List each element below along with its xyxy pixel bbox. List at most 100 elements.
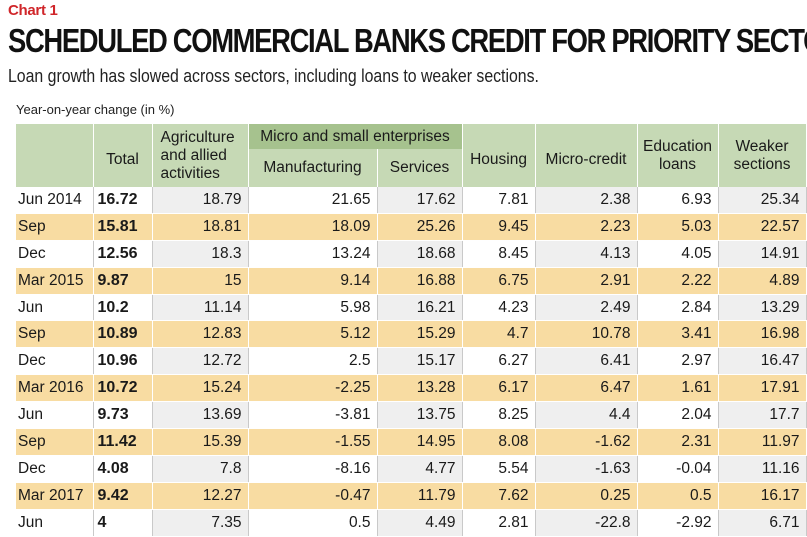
cell-weaker: 4.89 — [718, 267, 807, 295]
cell-housing: 6.27 — [462, 347, 536, 376]
cell-housing: 4.7 — [462, 320, 536, 349]
cell-services: 11.79 — [377, 482, 463, 510]
cell-micro-credit: -22.8 — [535, 509, 638, 537]
cell-services: 13.75 — [377, 401, 463, 430]
cell-services: 4.77 — [377, 455, 463, 483]
table-row: Sep 15.81 18.81 18.09 25.26 9.45 2.23 5.03 22.57 — [16, 213, 807, 241]
cell-total: 9.73 — [93, 401, 153, 430]
cell-services: 15.29 — [377, 320, 463, 349]
cell-total: 9.42 — [93, 482, 153, 510]
cell-weaker: 16.17 — [718, 482, 807, 510]
cell-micro-credit: -1.62 — [535, 428, 638, 456]
cell-education: 2.22 — [637, 267, 719, 295]
cell-micro-credit: 4.4 — [535, 401, 638, 430]
page-title: SCHEDULED COMMERCIAL BANKS CREDIT FOR PR… — [8, 22, 807, 59]
header-total: Total — [93, 124, 153, 187]
cell-manufacturing: 2.5 — [248, 347, 378, 376]
cell-period: Jun 2014 — [16, 187, 94, 214]
table-row: Mar 2015 9.87 15 9.14 16.88 6.75 2.91 2.22 4.89 — [16, 267, 807, 295]
cell-education: -2.92 — [637, 509, 719, 537]
cell-period: Sep — [16, 320, 94, 349]
table-body: Jun 2014 16.72 18.79 21.65 17.62 7.81 2.38 6.93… — [16, 187, 807, 537]
cell-period: Sep — [16, 428, 94, 456]
cell-micro-credit: 2.38 — [535, 187, 638, 214]
cell-weaker: 11.97 — [718, 428, 807, 456]
cell-services: 17.62 — [377, 187, 463, 214]
cell-agriculture: 12.72 — [152, 347, 249, 376]
table-row: Sep 11.42 15.39 -1.55 14.95 8.08 -1.62 2.31 11.9… — [16, 428, 807, 456]
cell-total: 9.87 — [93, 267, 153, 295]
cell-agriculture: 12.83 — [152, 320, 249, 349]
header-period — [16, 124, 94, 187]
cell-education: 5.03 — [637, 213, 719, 241]
chart-label: Chart 1 — [8, 2, 58, 19]
cell-weaker: 14.91 — [718, 240, 807, 268]
cell-education: 4.05 — [637, 240, 719, 268]
table-row: Jun 9.73 13.69 -3.81 13.75 8.25 4.4 2.04 17.7 — [16, 401, 807, 430]
cell-housing: 6.17 — [462, 374, 536, 403]
cell-services: 16.21 — [377, 294, 463, 322]
cell-period: Jun — [16, 509, 94, 537]
cell-education: 2.04 — [637, 401, 719, 430]
cell-education: -0.04 — [637, 455, 719, 483]
cell-agriculture: 18.79 — [152, 187, 249, 214]
cell-weaker: 22.57 — [718, 213, 807, 241]
cell-total: 10.96 — [93, 347, 153, 376]
cell-services: 16.88 — [377, 267, 463, 295]
cell-period: Mar 2017 — [16, 482, 94, 510]
cell-manufacturing: -1.55 — [248, 428, 378, 456]
cell-housing: 8.25 — [462, 401, 536, 430]
cell-agriculture: 12.27 — [152, 482, 249, 510]
cell-education: 1.61 — [637, 374, 719, 403]
table-row: Jun 4 7.35 0.5 4.49 2.81 -22.8 -2.92 6.71 — [16, 509, 807, 537]
cell-total: 16.72 — [93, 187, 153, 214]
cell-housing: 7.62 — [462, 482, 536, 510]
header-agriculture: Agriculture and allied activities — [152, 124, 249, 187]
cell-period: Dec — [16, 240, 94, 268]
table-row: Jun 10.2 11.14 5.98 16.21 4.23 2.49 2.84 13.29 — [16, 294, 807, 322]
cell-period: Mar 2015 — [16, 267, 94, 295]
cell-weaker: 13.29 — [718, 294, 807, 322]
cell-manufacturing: -0.47 — [248, 482, 378, 510]
cell-services: 18.68 — [377, 240, 463, 268]
cell-weaker: 17.7 — [718, 401, 807, 430]
table-row: Jun 2014 16.72 18.79 21.65 17.62 7.81 2.38 6.93… — [16, 187, 807, 214]
cell-manufacturing: 5.12 — [248, 320, 378, 349]
cell-period: Dec — [16, 455, 94, 483]
cell-housing: 7.81 — [462, 187, 536, 214]
cell-manufacturing: 5.98 — [248, 294, 378, 322]
header-manufacturing: Manufacturing — [248, 149, 378, 187]
cell-education: 2.31 — [637, 428, 719, 456]
cell-manufacturing: 18.09 — [248, 213, 378, 241]
cell-agriculture: 15.39 — [152, 428, 249, 456]
cell-agriculture: 7.35 — [152, 509, 249, 537]
cell-weaker: 11.16 — [718, 455, 807, 483]
cell-services: 14.95 — [377, 428, 463, 456]
table-row: Mar 2016 10.72 15.24 -2.25 13.28 6.17 6.47 1.61… — [16, 374, 807, 403]
cell-education: 6.93 — [637, 187, 719, 214]
cell-micro-credit: 4.13 — [535, 240, 638, 268]
cell-total: 12.56 — [93, 240, 153, 268]
cell-total: 11.42 — [93, 428, 153, 456]
header-weaker: Weaker sections — [718, 124, 807, 187]
cell-total: 10.72 — [93, 374, 153, 403]
cell-weaker: 16.47 — [718, 347, 807, 376]
header-education: Education loans — [637, 124, 719, 187]
cell-micro-credit: 6.47 — [535, 374, 638, 403]
cell-agriculture: 15 — [152, 267, 249, 295]
header-micro-credit: Micro-credit — [535, 124, 638, 187]
cell-total: 4.08 — [93, 455, 153, 483]
cell-weaker: 17.91 — [718, 374, 807, 403]
cell-agriculture: 18.81 — [152, 213, 249, 241]
cell-period: Mar 2016 — [16, 374, 94, 403]
table-row: Mar 2017 9.42 12.27 -0.47 11.79 7.62 0.25 0.5 16… — [16, 482, 807, 510]
header-services: Services — [377, 149, 463, 187]
cell-education: 2.84 — [637, 294, 719, 322]
table-row: Dec 4.08 7.8 -8.16 4.77 5.54 -1.63 -0.04 11.16 — [16, 455, 807, 483]
cell-housing: 9.45 — [462, 213, 536, 241]
cell-micro-credit: 6.41 — [535, 347, 638, 376]
cell-education: 0.5 — [637, 482, 719, 510]
cell-period: Sep — [16, 213, 94, 241]
cell-micro-credit: 10.78 — [535, 320, 638, 349]
unit-note: Year-on-year change (in %) — [16, 102, 175, 117]
